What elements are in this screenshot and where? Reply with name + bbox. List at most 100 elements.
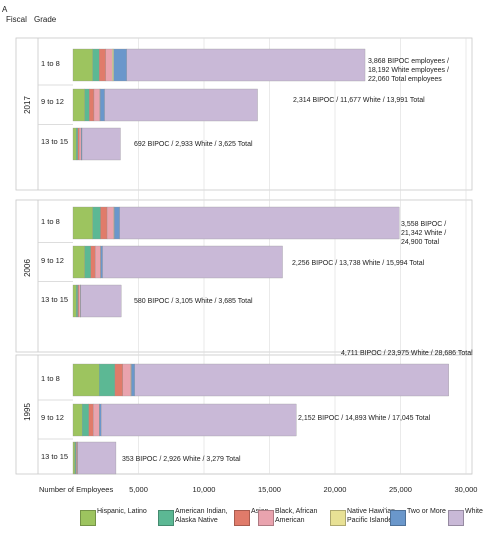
bar-segment: [105, 48, 113, 82]
x-tick-label: 10,000: [193, 485, 216, 494]
bar-segment: [119, 206, 400, 240]
grade-label: 9 to 12: [41, 413, 64, 422]
bar-segment: [76, 127, 78, 161]
bar-segment: [113, 48, 127, 82]
bar-segment: [82, 403, 89, 437]
bar-segment: [99, 363, 116, 397]
bar-segment: [78, 284, 81, 318]
legend-swatch: [258, 510, 274, 526]
legend: Hispanic, Latino American Indian, Alaska …: [80, 508, 498, 536]
chart-bars: [72, 48, 449, 475]
bar-segment: [77, 441, 117, 475]
bar-total-label: 580 BIPOC / 3,105 White / 3,685 Total: [134, 298, 253, 305]
bar-total-label: 2,152 BIPOC / 14,893 White / 17,045 Tota…: [298, 415, 431, 422]
grade-label: 9 to 12: [41, 256, 64, 265]
bar-segment: [72, 48, 93, 82]
bar-total-label: 2,256 BIPOC / 13,738 White / 15,994 Tota…: [292, 260, 425, 267]
bar-segment: [77, 127, 80, 161]
bar-segment: [88, 403, 94, 437]
bar-segment: [72, 206, 93, 240]
legend-swatch: [234, 510, 250, 526]
bar-segment: [99, 48, 106, 82]
legend-label: Two or More: [407, 508, 446, 515]
bar-segment: [95, 245, 101, 279]
bar-segment: [100, 245, 103, 279]
bar-total-label: 692 BIPOC / 2,933 White / 3,625 Total: [134, 141, 253, 148]
grade-label: 13 to 15: [41, 295, 68, 304]
chart-text: 5,000 10,000 15,000 20,000 25,000 30,000 2017 1…: [23, 58, 477, 494]
bar-segment: [93, 403, 100, 437]
x-tick-label: 5,000: [129, 485, 148, 494]
fiscal-year-label: 1995: [23, 403, 32, 421]
bar-segment: [104, 88, 258, 122]
chart-frame: [15, 37, 473, 475]
legend-swatch: [80, 510, 96, 526]
bar-segment: [126, 48, 366, 82]
bar-segment: [99, 403, 102, 437]
bar-segment: [81, 127, 121, 161]
bar-segment: [89, 88, 95, 122]
bar-segment: [92, 206, 101, 240]
bar-segment: [131, 363, 135, 397]
bar-segment: [93, 88, 101, 122]
bar-segment: [100, 206, 108, 240]
bar-segment: [84, 245, 91, 279]
legend-label: Black, African American: [275, 508, 318, 524]
fiscal-year-label: 2006: [23, 259, 32, 277]
bar-segment: [112, 48, 114, 82]
x-tick-label: 15,000: [258, 485, 281, 494]
legend-swatch: [448, 510, 464, 526]
panel-frame: [15, 199, 473, 353]
bar-segment: [77, 284, 79, 318]
grade-label: 13 to 15: [41, 137, 68, 146]
x-tick-label: 20,000: [324, 485, 347, 494]
legend-swatch: [390, 510, 406, 526]
bar-segment: [100, 88, 105, 122]
x-axis-title: Number of Employees: [39, 485, 113, 494]
grade-label: 1 to 8: [41, 374, 60, 383]
grade-label: 1 to 8: [41, 217, 60, 226]
bar-total-label: 353 BIPOC / 2,926 White / 3,279 Total: [122, 456, 241, 463]
header-fiscal: Fiscal: [6, 15, 27, 24]
bar-segment: [122, 363, 131, 397]
bar-segment: [114, 363, 123, 397]
bar-segment: [74, 441, 77, 475]
bar-segment: [114, 206, 120, 240]
bar-segment: [134, 363, 449, 397]
header-grade: Grade: [34, 15, 57, 24]
legend-label: Hispanic, Latino: [97, 508, 147, 515]
panel-frame: [15, 37, 473, 191]
x-tick-label: 30,000: [455, 485, 478, 494]
figure-letter: A: [2, 5, 8, 14]
bar-segment: [72, 403, 83, 437]
legend-label: Native Hawi'ian Pacific Islander: [347, 508, 396, 524]
bar-segment: [84, 88, 90, 122]
bar-segment: [92, 48, 100, 82]
bar-segment: [102, 245, 283, 279]
x-tick-label: 25,000: [389, 485, 412, 494]
legend-label: White: [465, 508, 483, 515]
bar-segment: [90, 245, 96, 279]
bar-segment: [79, 127, 82, 161]
bar-segment: [72, 88, 85, 122]
bar-total-label: 3,868 BIPOC employees /18,192 White empl…: [368, 58, 449, 83]
bar-segment: [72, 127, 77, 161]
grade-label: 9 to 12: [41, 97, 64, 106]
legend-swatch: [158, 510, 174, 526]
bar-segment: [76, 284, 78, 318]
grade-label: 1 to 8: [41, 59, 60, 68]
bar-segment: [80, 284, 122, 318]
bar-segment: [72, 441, 76, 475]
fiscal-year-label: 2017: [23, 96, 32, 114]
bar-segment: [72, 245, 85, 279]
grade-label: 13 to 15: [41, 452, 68, 461]
bar-segment: [72, 363, 100, 397]
bar-total-label: 3,558 BIPOC /21,342 White /24,900 Total: [401, 221, 446, 246]
bar-total-label: 2,314 BIPOC / 11,677 White / 13,991 Tota…: [293, 97, 425, 104]
bar-segment: [106, 206, 114, 240]
legend-label: American Indian, Alaska Native: [175, 508, 228, 524]
bar-total-label: 4,711 BIPOC / 23,975 White / 28,686 Tota…: [341, 350, 473, 357]
bar-segment: [101, 403, 297, 437]
bar-segment: [72, 284, 77, 318]
